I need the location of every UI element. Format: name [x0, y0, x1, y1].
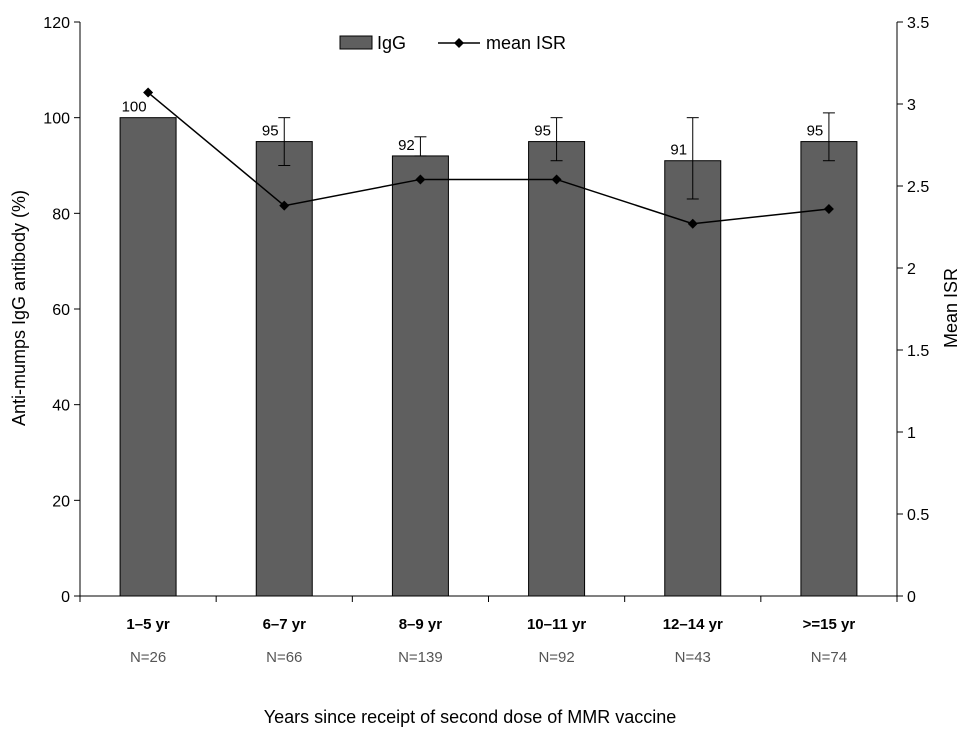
axes: 0 20 40 60 80 100 120 0 0.5 1 1.5 2 2.5 3 3.5 — [43, 15, 929, 606]
isr-point — [823, 203, 834, 214]
y2-tick-label: 2 — [907, 261, 916, 278]
category-label: 6–7 yr — [263, 616, 307, 633]
isr-point — [143, 87, 154, 98]
legend-marker-isr — [454, 38, 464, 48]
bar — [800, 141, 858, 597]
category-label: >=15 yr — [803, 616, 856, 633]
bar — [391, 155, 449, 597]
data-label: 95 — [807, 123, 824, 140]
bar — [119, 117, 177, 597]
legend: IgG mean ISR — [339, 33, 566, 53]
isr-series-line — [147, 91, 829, 225]
y-axis-title: Anti-mumps IgG antibody (%) — [9, 190, 29, 426]
data-label: 100 — [122, 99, 147, 116]
y2-tick-label: 1.5 — [907, 343, 929, 360]
sample-size-label: N=43 — [675, 649, 711, 666]
y-tick-label: 0 — [61, 589, 70, 606]
y-tick-label: 100 — [43, 111, 70, 128]
isr-point — [279, 200, 290, 211]
error-bars — [278, 112, 835, 200]
x-axis-title: Years since receipt of second dose of MM… — [264, 707, 677, 727]
sample-size-label: N=74 — [811, 649, 847, 666]
category-label: 12–14 yr — [663, 616, 723, 633]
sample-size-label: N=26 — [130, 649, 166, 666]
category-label: 10–11 yr — [527, 616, 586, 633]
bars — [119, 117, 858, 597]
sample-size-label: N=139 — [398, 649, 443, 666]
isr-line — [143, 87, 834, 229]
y-tick-label: 60 — [52, 302, 70, 319]
isr-point — [415, 174, 426, 185]
y-tick-label: 120 — [43, 15, 70, 32]
legend-label-isr: mean ISR — [486, 33, 566, 53]
y2-tick-label: 0 — [907, 589, 916, 606]
legend-label-igg: IgG — [377, 33, 406, 53]
bar — [255, 141, 313, 597]
y-tick-label: 80 — [52, 206, 70, 223]
y2-tick-label: 3 — [907, 97, 916, 114]
data-label: 91 — [670, 142, 687, 159]
y-tick-label: 40 — [52, 398, 70, 415]
bar — [528, 141, 586, 597]
sample-size-label: N=92 — [538, 649, 574, 666]
data-label: 92 — [398, 137, 415, 154]
y2-tick-label: 3.5 — [907, 15, 929, 32]
data-label: 95 — [534, 123, 551, 140]
isr-point — [551, 174, 562, 185]
category-label: 8–9 yr — [399, 616, 443, 633]
y-tick-label: 20 — [52, 493, 70, 510]
sample-size-label: N=66 — [266, 649, 302, 666]
labels: 100 1–5 yr N=26 95 6–7 yr N=66 92 8–9 yr N=139 95… — [122, 99, 856, 666]
bar — [664, 160, 722, 597]
legend-swatch-igg — [339, 35, 373, 50]
y2-axis-title: Mean ISR — [941, 268, 961, 348]
y2-tick-label: 2.5 — [907, 179, 929, 196]
isr-point — [687, 218, 698, 229]
y2-tick-label: 1 — [907, 425, 916, 442]
y2-tick-label: 0.5 — [907, 507, 929, 524]
category-label: 1–5 yr — [126, 616, 170, 633]
data-label: 95 — [262, 123, 279, 140]
